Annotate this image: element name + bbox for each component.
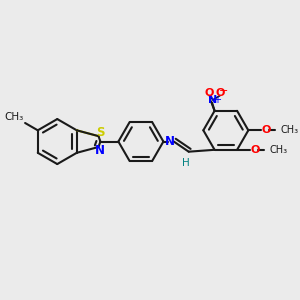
Text: CH₃: CH₃	[4, 112, 24, 122]
Text: −: −	[219, 85, 228, 96]
Text: CH₃: CH₃	[269, 145, 288, 155]
Text: N: N	[95, 144, 105, 157]
Text: N: N	[165, 135, 175, 148]
Text: O: O	[262, 125, 271, 135]
Text: O: O	[251, 145, 260, 155]
Text: O: O	[216, 88, 225, 98]
Text: H: H	[182, 158, 190, 168]
Text: CH₃: CH₃	[281, 125, 299, 135]
Text: O: O	[205, 88, 214, 98]
Text: +: +	[213, 95, 221, 105]
Text: N: N	[208, 95, 218, 105]
Text: S: S	[96, 126, 104, 139]
